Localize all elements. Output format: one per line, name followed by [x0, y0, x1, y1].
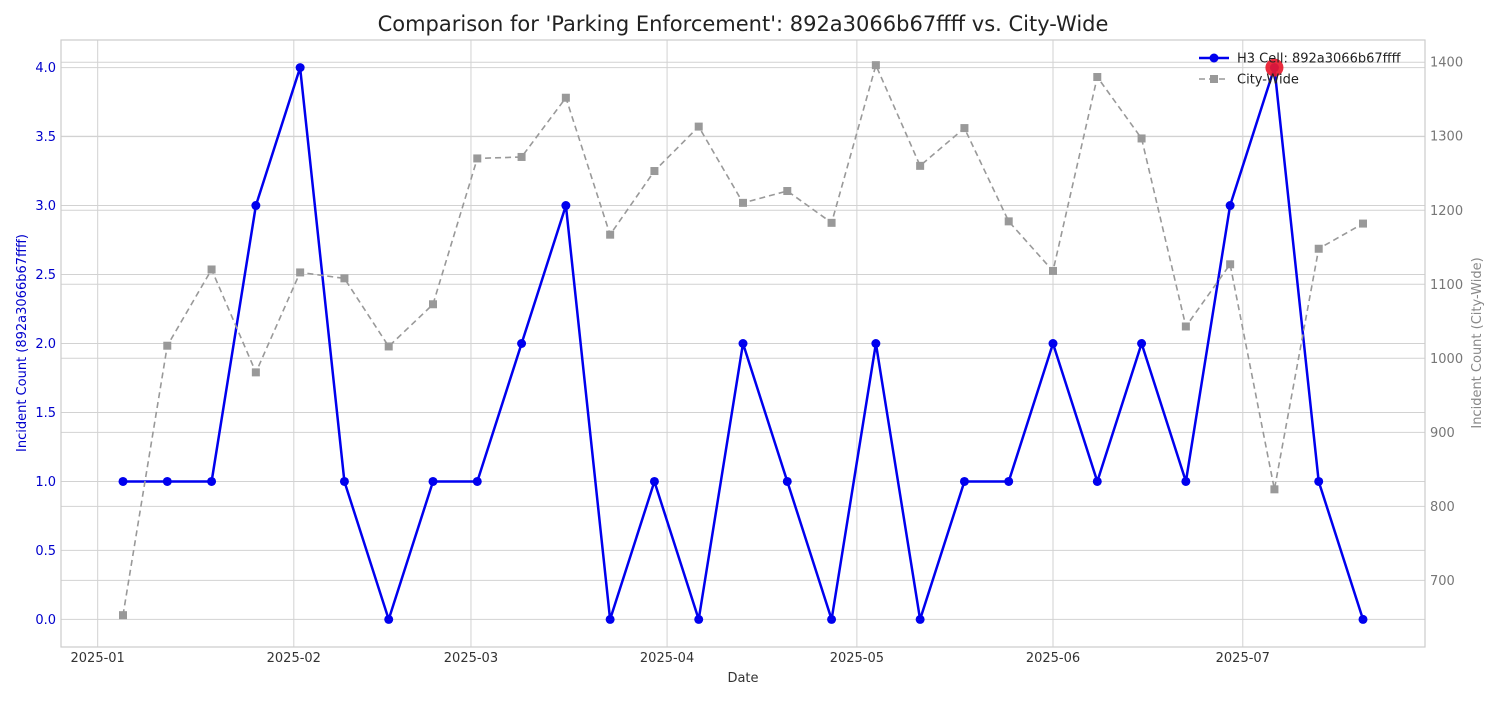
x-tick-label: 2025-05 [830, 651, 884, 666]
data-point-h3-cell [207, 476, 217, 486]
y-tick-label-right: 900 [1430, 426, 1455, 441]
data-point-city-wide [1181, 322, 1190, 331]
data-point-city-wide [1270, 485, 1279, 494]
highlight-marker [1265, 58, 1284, 77]
y-tick-label-right: 1400 [1430, 56, 1463, 71]
y-tick-label-left: 3.0 [35, 199, 56, 214]
data-point-h3-cell [384, 614, 394, 624]
data-point-city-wide [916, 161, 925, 170]
data-point-city-wide [1137, 134, 1146, 143]
legend-marker-h3-cell [1209, 53, 1219, 63]
data-point-h3-cell [1358, 614, 1368, 624]
data-point-h3-cell [162, 476, 172, 486]
y-tick-label-right: 1200 [1430, 204, 1463, 219]
data-point-city-wide [1226, 260, 1235, 269]
data-point-h3-cell [827, 614, 837, 624]
data-point-h3-cell [782, 476, 792, 486]
y-tick-label-left: 0.0 [35, 613, 56, 628]
data-point-city-wide [783, 187, 792, 196]
data-point-city-wide [473, 154, 482, 163]
x-tick-label: 2025-07 [1216, 651, 1270, 666]
data-point-h3-cell [1314, 476, 1324, 486]
y-tick-label-left: 4.0 [35, 61, 56, 76]
x-tick-label: 2025-06 [1026, 651, 1080, 666]
x-tick-label: 2025-04 [640, 651, 694, 666]
y-tick-label-left: 3.5 [35, 130, 56, 145]
data-point-h3-cell [295, 63, 305, 73]
plot-area: 2025-01 2025-02 2025-03 2025-04 2025-05 2025-… [35, 39, 1463, 666]
data-point-h3-cell [1092, 476, 1102, 486]
data-point-city-wide [1093, 73, 1102, 82]
data-point-city-wide [119, 611, 127, 620]
data-point-city-wide [827, 218, 836, 227]
data-point-h3-cell [1137, 339, 1147, 348]
legend-marker-city-wide [1210, 75, 1218, 83]
legend: H3 Cell: 892a3066b67ffff City-Wide [1199, 52, 1402, 88]
data-point-h3-cell [1004, 476, 1014, 486]
data-point-h3-cell [1225, 201, 1235, 211]
data-point-city-wide [1004, 217, 1013, 226]
x-axis-label: Date [727, 671, 758, 686]
data-point-city-wide [1359, 219, 1367, 228]
data-point-city-wide [1049, 266, 1057, 275]
data-point-h3-cell [251, 201, 261, 211]
y-tick-label-left: 2.5 [35, 268, 56, 283]
y-axis-label-right: Incident Count (City-Wide) [1470, 257, 1485, 428]
data-point-city-wide [296, 268, 305, 277]
plot-frame [60, 39, 1426, 648]
x-tick-label: 2025-02 [267, 651, 321, 666]
data-point-city-wide [163, 341, 172, 350]
y-tick-label-left: 0.5 [35, 544, 56, 559]
y-tick-label-right: 800 [1430, 500, 1455, 515]
data-point-h3-cell [118, 476, 128, 486]
data-point-h3-cell [871, 339, 881, 348]
data-point-city-wide [340, 274, 349, 283]
data-point-city-wide [694, 122, 703, 131]
data-point-h3-cell [561, 201, 571, 211]
data-point-h3-cell [339, 476, 349, 486]
data-point-city-wide [561, 93, 570, 102]
y-tick-label-right: 1100 [1430, 278, 1463, 293]
data-point-h3-cell [959, 476, 969, 486]
data-point-city-wide [650, 167, 659, 176]
y-tick-label-right: 1000 [1430, 352, 1463, 367]
y-tick-label-right: 1300 [1430, 130, 1463, 145]
data-point-city-wide [251, 368, 260, 377]
data-point-city-wide [871, 61, 880, 70]
y-tick-label-left: 2.0 [35, 337, 56, 352]
data-point-city-wide [1314, 244, 1323, 253]
data-point-city-wide [739, 198, 747, 207]
data-point-h3-cell [1048, 339, 1058, 348]
data-point-h3-cell [649, 476, 659, 486]
chart-title: Comparison for 'Parking Enforcement': 89… [378, 12, 1109, 36]
data-point-h3-cell [428, 476, 438, 486]
data-point-city-wide [207, 265, 216, 274]
data-point-h3-cell [472, 476, 482, 486]
legend-label-city-wide: City-Wide [1237, 73, 1299, 88]
data-point-city-wide [384, 342, 393, 351]
x-tick-label: 2025-01 [71, 651, 125, 666]
data-point-h3-cell [605, 614, 615, 624]
data-point-h3-cell [738, 339, 748, 348]
data-point-h3-cell [517, 339, 527, 348]
x-tick-label: 2025-03 [444, 651, 498, 666]
data-point-h3-cell [915, 614, 925, 624]
y-tick-label-left: 1.0 [35, 475, 56, 490]
data-point-city-wide [517, 152, 526, 161]
data-point-h3-cell [694, 614, 704, 624]
data-point-city-wide [960, 124, 969, 133]
y-tick-label-right: 700 [1430, 574, 1455, 589]
y-tick-label-left: 1.5 [35, 406, 56, 421]
data-point-h3-cell [1181, 476, 1191, 486]
legend-label-h3-cell: H3 Cell: 892a3066b67ffff [1237, 52, 1402, 67]
y-axis-label-left: Incident Count (892a3066b67ffff) [15, 234, 30, 452]
data-point-city-wide [429, 300, 437, 309]
data-point-city-wide [606, 230, 615, 239]
